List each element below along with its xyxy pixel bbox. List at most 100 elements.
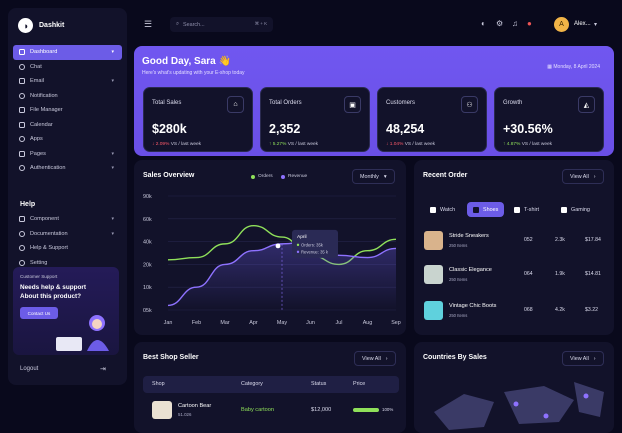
sidebar-item-pages[interactable]: Pages ▾	[13, 147, 122, 162]
stat-delta: ↑ 4.87% VS / last week	[503, 142, 553, 147]
contact-us-button[interactable]: Contact Us	[20, 307, 58, 319]
x-tick-label: Jul	[336, 320, 343, 326]
flag-icon[interactable]: ●	[527, 19, 532, 28]
sidebar-item-email[interactable]: Email ▾	[13, 74, 122, 89]
stat-value: +30.56%	[503, 122, 553, 136]
logout-link[interactable]: Logout	[20, 366, 39, 372]
tooltip-orders-dot	[296, 243, 300, 247]
tshirt-icon	[514, 206, 520, 213]
chevron-down-icon: ▾	[383, 173, 387, 180]
sidebar-item-dashboard[interactable]: Dashboard ▾	[13, 45, 122, 60]
chat-icon	[19, 63, 25, 70]
sidebar-item-help-support[interactable]: Help & Support	[13, 241, 122, 256]
order-row[interactable]: Vintage Chic Boots 250 Items 068 4.2k $3…	[424, 301, 604, 323]
order-row[interactable]: Classic Elegance 250 Items 064 1.9k $14.…	[424, 265, 604, 287]
stat-card-total-orders: Total Orders ▣ 2,352 ↑ 5.27% VS / last w…	[260, 87, 370, 152]
x-tick-label: Feb	[192, 320, 201, 326]
sales-overview-title: Sales Overview	[143, 172, 195, 179]
sidebar-item-label: Documentation	[30, 230, 68, 237]
bell-icon[interactable]: ♫	[512, 19, 518, 28]
tab-gaming[interactable]: Gaming	[555, 202, 596, 217]
watch-icon	[430, 206, 436, 213]
tab-watch[interactable]: Watch	[424, 202, 461, 217]
sidebar-item-label: Email	[30, 78, 44, 85]
sidebar-item-apps[interactable]: Apps	[13, 132, 122, 147]
y-tick-label: 20k	[143, 262, 152, 268]
support-title: Needs help & support About this product?	[20, 284, 87, 300]
chevron-down-icon[interactable]: ▾	[594, 22, 598, 28]
chevron-down-icon: ▾	[111, 150, 114, 157]
delta-note: VS / last week	[170, 142, 202, 147]
user-name[interactable]: Alex...	[574, 21, 591, 27]
users-icon: ⚇	[461, 96, 478, 113]
view-all-label: View All	[570, 173, 589, 180]
product-items: 250 Items	[449, 313, 468, 318]
product-thumbnail	[152, 401, 172, 419]
sidebar-item-file-manager[interactable]: File Manager	[13, 103, 122, 118]
x-tick-label: Jun	[306, 320, 315, 326]
x-tick-label: May	[277, 320, 287, 326]
countries-view-all[interactable]: View All ›	[562, 351, 604, 366]
logout-icon[interactable]: ⇥	[100, 366, 106, 373]
tab-shoes[interactable]: Shoes	[467, 202, 505, 217]
tooltip-orders: Orders: 35k	[301, 242, 324, 247]
stat-value: 48,254	[386, 122, 425, 136]
sidebar-item-component[interactable]: Component ▾	[13, 212, 122, 227]
order-row[interactable]: Stride Sneakers 250 Items 052 2.3k $17.8…	[424, 231, 604, 253]
chart-tooltip	[292, 229, 338, 258]
product-thumbnail	[424, 301, 443, 320]
period-select[interactable]: Monthly ▾	[352, 169, 395, 184]
x-tick-label: Aug	[363, 320, 373, 326]
sidebar-item-label: Dashboard	[30, 49, 58, 56]
world-map	[434, 382, 604, 430]
view-all-label: View All	[570, 355, 589, 362]
mail-icon	[19, 78, 25, 85]
legend-revenue: Revenue	[281, 174, 307, 179]
stat-card-growth: Growth ◭ +30.56% ↑ 4.87% VS / last week	[494, 87, 604, 152]
sidebar-item-notification[interactable]: Notification	[13, 89, 122, 104]
search-shortcut: ⌘ + K	[254, 21, 267, 26]
logo[interactable]: ◑ Dashkit	[18, 18, 64, 33]
product-name: Vintage Chic Boots	[449, 303, 497, 309]
sidebar-item-setting[interactable]: Setting	[13, 256, 122, 271]
pages-icon	[19, 150, 25, 157]
recent-order-panel: Recent Order View All ›	[414, 160, 614, 335]
stat-delta: ↑ 5.27% VS / last week	[269, 142, 319, 147]
file-icon	[19, 107, 25, 114]
date-label: ▦ Monday, 8 April 2024	[547, 64, 600, 70]
tab-tshirt[interactable]: T-shirt	[508, 202, 545, 217]
order-count: 064	[524, 271, 533, 277]
progress-label: 100%	[382, 407, 394, 412]
chevron-right-icon: ›	[593, 355, 596, 362]
y-tick-label: 90k	[143, 194, 152, 200]
period-value: Monthly	[360, 173, 379, 180]
chart-icon: ◭	[578, 96, 595, 113]
sidebar-item-calendar[interactable]: Calendar	[13, 118, 122, 133]
column-header: Price	[353, 381, 366, 387]
sidebar-item-authentication[interactable]: Authentication ▾	[13, 161, 122, 176]
apps-icon	[19, 136, 25, 143]
sidebar-item-label: Calendar	[30, 121, 53, 128]
chevron-down-icon: ▾	[111, 216, 114, 222]
gear-icon[interactable]: ⚙	[496, 19, 504, 28]
product-thumbnail	[424, 231, 443, 250]
tab-label: Shoes	[483, 206, 499, 213]
sidebar-item-documentation[interactable]: Documentation ▾	[13, 227, 122, 242]
app-name: Dashkit	[39, 22, 65, 29]
x-tick-label: Apr	[249, 320, 258, 326]
sidebar-item-chat[interactable]: Chat	[13, 60, 122, 75]
tooltip-month: April	[297, 234, 307, 240]
best-seller-view-all[interactable]: View All ›	[354, 351, 396, 366]
view-all-label: View All	[362, 355, 381, 362]
avatar[interactable]: A	[554, 17, 569, 32]
sales-overview-panel: Sales Overview Orders Revenue Monthly ▾ 9…	[134, 160, 406, 335]
delta-value: 2.09%	[155, 142, 170, 147]
menu-icon[interactable]: ☰	[144, 19, 153, 29]
theme-toggle-icon[interactable]: ◐	[481, 19, 486, 28]
search-input[interactable]: ⌕ Search... ⌘ + K	[170, 17, 273, 32]
delta-value: 4.87%	[506, 142, 521, 147]
recent-order-view-all[interactable]: View All ›	[562, 169, 604, 184]
sales-chart: 90k 60k 40k 20k 10k 05k Jan Feb Mar Apr May Jun Jul A…	[143, 194, 401, 326]
tab-label: Watch	[440, 206, 456, 213]
chevron-down-icon: ▾	[111, 165, 114, 171]
